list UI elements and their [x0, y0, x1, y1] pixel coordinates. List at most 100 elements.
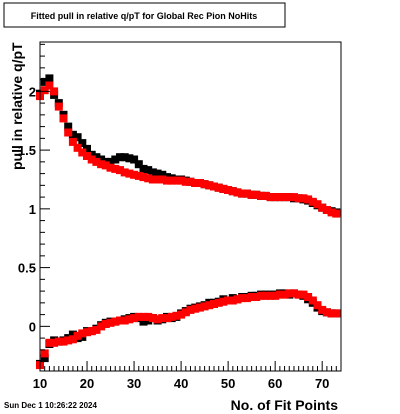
series-2-point-4	[54, 337, 63, 346]
series-3-point-62	[327, 208, 336, 217]
series-2-point-41	[228, 296, 237, 305]
series-2-point-20	[130, 314, 139, 323]
series-2-point-46	[252, 293, 261, 301]
series-1-point-11	[87, 150, 96, 159]
series-1-point-26	[158, 170, 167, 179]
series-3-point-60	[318, 203, 327, 212]
series-3-point-4	[54, 102, 63, 111]
y-tick-label: 0	[29, 319, 36, 334]
series-3-point-2	[45, 81, 54, 90]
series-3-point-57	[304, 195, 313, 204]
series-3-point-44	[242, 189, 251, 198]
chart-title: Fitted pull in relative q/pT for Global …	[31, 11, 258, 21]
series-2-point-2	[45, 338, 54, 347]
series-2-point-11	[87, 327, 96, 336]
x-tick-label: 50	[221, 376, 235, 391]
series-3-point-1	[40, 86, 49, 95]
series-3-point-19	[125, 169, 134, 178]
series-1-point-6	[64, 122, 73, 131]
series-1-point-16	[111, 155, 120, 164]
x-tick-label: 60	[268, 376, 282, 391]
series-2-point-16	[111, 317, 120, 326]
x-tick-label: 70	[315, 376, 329, 391]
series-1-point-22	[139, 164, 148, 173]
series-3-point-51	[275, 193, 284, 202]
series-3-point-43	[238, 189, 247, 198]
series-1-point-20	[130, 155, 139, 164]
series-3-point-53	[285, 193, 294, 202]
x-axis: 10 20 30 40 50 60 70	[33, 361, 342, 391]
series-3-point-8	[73, 143, 82, 152]
series-2-point-34	[195, 303, 204, 312]
series-3-point-15	[106, 163, 115, 172]
x-tick-label: 20	[80, 376, 94, 391]
series-2-point-36	[205, 301, 214, 310]
series-2-point-1	[40, 349, 49, 358]
series-1-point-12	[92, 153, 101, 162]
series-3-point-48	[261, 191, 270, 200]
series-3-point-39	[219, 184, 228, 193]
series-2-point-17	[116, 316, 124, 325]
series-2-point-8	[73, 331, 82, 340]
series-3-point-20	[130, 170, 139, 179]
series-2-point-50	[271, 291, 280, 300]
series-2-point-30	[177, 310, 186, 319]
series-3-point-17	[116, 166, 124, 175]
series-2-point-5	[59, 337, 68, 346]
series-3-point-54	[290, 193, 298, 202]
series-2-point-42	[233, 295, 242, 304]
series-3-point-33	[191, 179, 200, 187]
y-tick-label: 1.5	[18, 143, 36, 158]
series-3-point-59	[313, 200, 322, 209]
series-1-point-13	[97, 155, 106, 164]
x-tick-label: 40	[174, 376, 188, 391]
series-3-point-9	[78, 148, 87, 157]
series-2-point-23	[144, 312, 153, 321]
series-3-point-28	[167, 176, 176, 185]
series-3-point-13	[97, 160, 106, 169]
series-3-point-3	[50, 87, 59, 96]
series-2-point-28	[167, 312, 176, 321]
series-2-point-3	[50, 338, 59, 347]
series-1-point-8	[73, 133, 82, 142]
series-2-point-22	[139, 312, 148, 321]
series-3-point-32	[186, 177, 195, 186]
series-3-point-56	[299, 194, 308, 203]
series-2-point-37	[210, 300, 218, 308]
series-1-point-25	[153, 169, 162, 178]
series-3-point-18	[120, 168, 129, 177]
series-1-point-9	[78, 139, 87, 148]
series-2-point-21	[134, 312, 143, 321]
series-2-point-38	[214, 298, 223, 307]
series-2-point-45	[247, 293, 256, 301]
series-3-point-36	[205, 181, 214, 190]
series-2-point-27	[163, 314, 171, 323]
data-marks	[36, 74, 341, 370]
series-2-point-56	[299, 290, 308, 299]
series-3-point-10	[83, 152, 91, 160]
series-3-point-61	[322, 206, 331, 214]
series-3-point-47	[257, 191, 265, 200]
series-3-point-49	[266, 193, 275, 202]
series-2-point-61	[322, 308, 331, 317]
series-1-point-18	[120, 153, 129, 162]
series-2-point-10	[83, 328, 91, 337]
series-2-point-12	[92, 325, 101, 334]
series-2-point-60	[318, 305, 327, 314]
series-3-point-6	[64, 128, 73, 137]
title-box	[3, 2, 286, 28]
series-1-point-1	[40, 77, 49, 86]
y-tick-label: 2	[29, 84, 36, 99]
series-2-point-13	[97, 322, 106, 331]
series-2-point-57	[304, 293, 313, 301]
series-2-point-35	[200, 302, 209, 311]
series-3-point-23	[144, 174, 153, 183]
series-2-point-39	[219, 297, 228, 306]
series-2-point-58	[308, 296, 317, 305]
series-2-point-49	[266, 291, 275, 300]
series-2-point-26	[158, 314, 167, 323]
series-2-point-18	[120, 316, 129, 325]
series-3-point-29	[172, 176, 181, 185]
y-tick-label: 0.5	[18, 261, 36, 276]
